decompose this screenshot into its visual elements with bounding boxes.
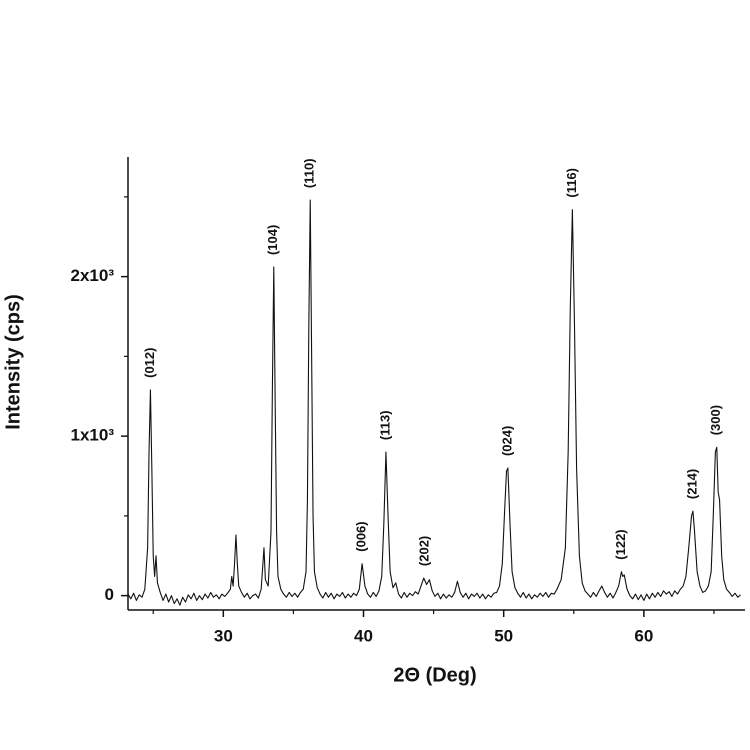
x-tick-label: 30 [214, 626, 233, 645]
peak-label: (006) [354, 521, 369, 551]
x-tick-label: 40 [354, 626, 373, 645]
peak-label: (122) [613, 529, 628, 559]
peak-label: (024) [499, 426, 514, 456]
x-tick-label: 60 [634, 626, 653, 645]
peak-label: (202) [417, 536, 432, 566]
peak-label: (113) [377, 410, 392, 440]
peak-label: (214) [684, 469, 699, 499]
peak-label: (110) [302, 158, 317, 188]
y-tick-label: 2x10³ [71, 266, 115, 285]
peak-label: (104) [265, 225, 280, 255]
peak-label: (012) [142, 348, 157, 378]
pattern-line [127, 199, 741, 606]
peak-label: (300) [708, 405, 723, 435]
x-tick-label: 50 [494, 626, 513, 645]
y-tick-label: 0 [105, 585, 114, 604]
peak-label: (116) [564, 168, 579, 198]
y-axis-label: Intensity (cps) [2, 294, 24, 430]
x-axis-label: 2Θ (Deg) [393, 664, 476, 686]
y-tick-label: 1x10³ [71, 426, 115, 445]
